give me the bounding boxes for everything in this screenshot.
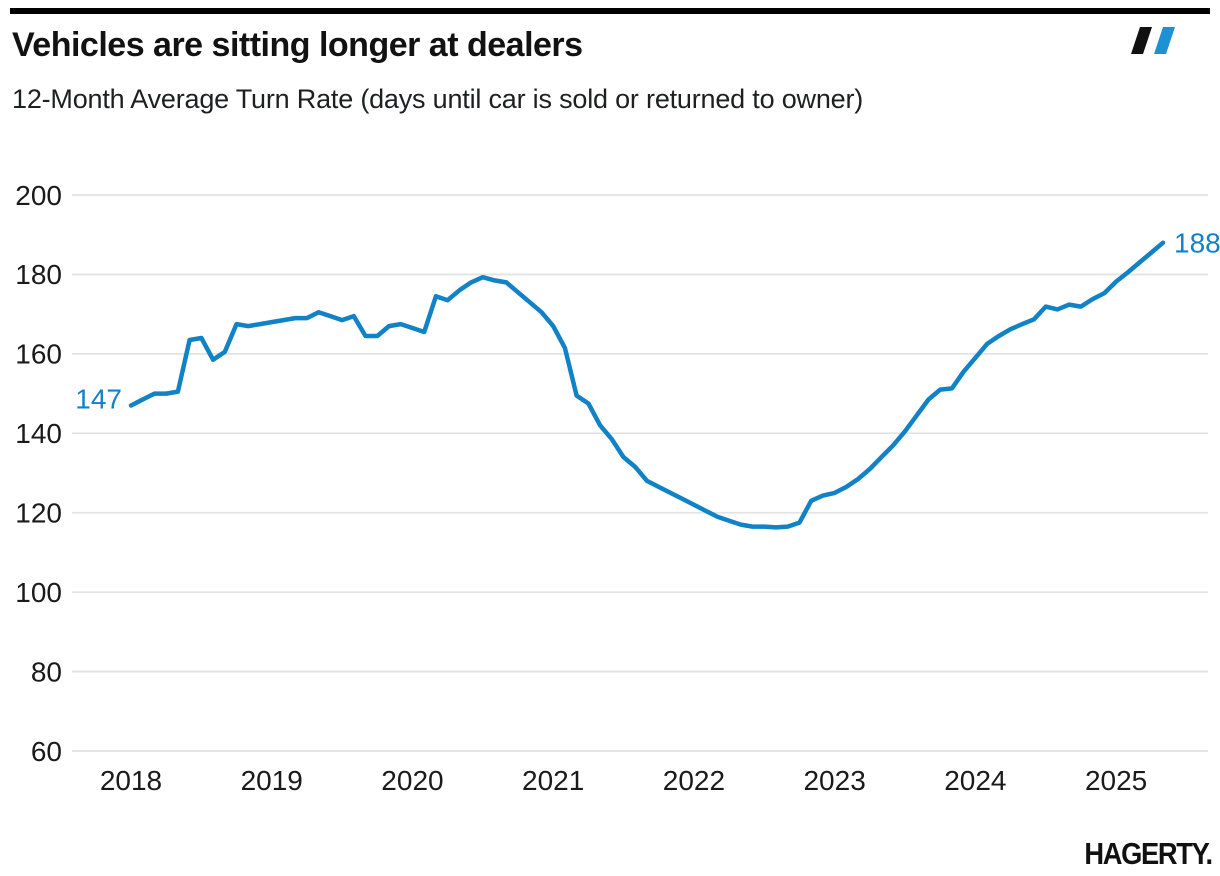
y-tick-label: 120 bbox=[15, 498, 62, 529]
x-tick-label: 2025 bbox=[1085, 765, 1147, 796]
chart-title: Vehicles are sitting longer at dealers bbox=[12, 26, 583, 64]
chart-subtitle: 12-Month Average Turn Rate (days until c… bbox=[12, 84, 864, 114]
series-line bbox=[128, 240, 1166, 530]
hagerty-wordmark: HAGERTY. bbox=[1084, 836, 1214, 871]
y-tick-label: 140 bbox=[15, 418, 62, 449]
slash-black bbox=[1131, 27, 1152, 54]
top-rule bbox=[10, 8, 1210, 14]
y-tick-label: 200 bbox=[15, 180, 62, 211]
x-tick-label: 2021 bbox=[522, 765, 584, 796]
x-tick-label: 2020 bbox=[381, 765, 443, 796]
slash-blue bbox=[1154, 27, 1175, 54]
x-tick-label: 2019 bbox=[241, 765, 303, 796]
y-tick-label: 180 bbox=[15, 259, 62, 290]
y-tick-label: 60 bbox=[31, 736, 62, 767]
x-tick-label: 2018 bbox=[100, 765, 162, 796]
y-tick-label: 80 bbox=[31, 656, 62, 687]
y-tick-label: 100 bbox=[15, 577, 62, 608]
y-tick-label: 160 bbox=[15, 339, 62, 370]
end-value-label: 188 bbox=[1174, 227, 1220, 258]
x-tick-label: 2024 bbox=[944, 765, 1006, 796]
start-value-label: 147 bbox=[75, 383, 122, 414]
x-tick-label: 2023 bbox=[803, 765, 865, 796]
x-tick-label: 2022 bbox=[663, 765, 725, 796]
hagerty-double-slash-icon bbox=[1131, 27, 1175, 54]
